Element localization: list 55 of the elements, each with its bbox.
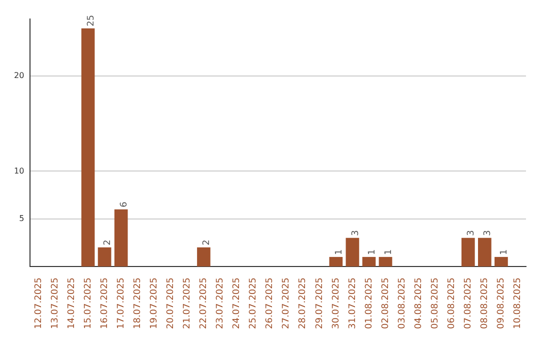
data-label: 3 bbox=[483, 230, 494, 236]
x-tick-label: 12.07.2025 bbox=[34, 277, 44, 329]
x-tick-label: 28.07.2025 bbox=[298, 277, 308, 329]
data-label: 6 bbox=[119, 201, 130, 208]
bar bbox=[346, 238, 360, 266]
data-label: 1 bbox=[500, 249, 510, 255]
bar bbox=[494, 256, 508, 266]
bar bbox=[114, 209, 128, 266]
x-tick-label: 10.08.2025 bbox=[513, 277, 524, 329]
x-tick-label: 01.08.2025 bbox=[364, 277, 374, 329]
x-tick-label: 24.07.2025 bbox=[232, 277, 242, 329]
y-tick-label: 20 bbox=[14, 71, 24, 80]
x-tick-label: 16.07.2025 bbox=[100, 277, 110, 329]
x-tick-label: 30.07.2025 bbox=[331, 277, 342, 329]
data-label: 2 bbox=[102, 240, 113, 246]
x-tick-label: 05.08.2025 bbox=[430, 277, 440, 329]
y-tick-label: 10 bbox=[14, 166, 24, 176]
x-tick-label: 21.07.2025 bbox=[182, 277, 193, 329]
bar bbox=[98, 247, 112, 266]
bar bbox=[478, 238, 492, 266]
data-label: 3 bbox=[466, 230, 476, 236]
bar bbox=[461, 238, 475, 266]
x-tick-label: 22.07.2025 bbox=[199, 277, 210, 329]
x-tick-label: 08.08.2025 bbox=[480, 277, 490, 329]
x-tick-label: 27.07.2025 bbox=[282, 277, 292, 329]
x-tick-label: 09.08.2025 bbox=[496, 277, 507, 329]
x-tick-label: 04.08.2025 bbox=[414, 277, 424, 329]
x-tick-label: 20.07.2025 bbox=[166, 277, 176, 329]
x-tick-label: 15.07.2025 bbox=[83, 277, 94, 329]
x-tick-label: 03.08.2025 bbox=[397, 277, 408, 329]
x-tick-label: 26.07.2025 bbox=[265, 277, 276, 329]
x-tick-label: 02.08.2025 bbox=[380, 277, 391, 329]
data-label: 3 bbox=[350, 230, 361, 236]
data-label: 2 bbox=[202, 240, 212, 246]
data-label: 1 bbox=[384, 249, 394, 255]
x-tick-label: 23.07.2025 bbox=[216, 277, 226, 329]
x-tick-label: 14.07.2025 bbox=[66, 277, 77, 329]
x-tick-label: 25.07.2025 bbox=[248, 277, 259, 329]
x-tick-label: 06.08.2025 bbox=[446, 277, 457, 329]
data-label: 1 bbox=[367, 249, 378, 255]
data-label: 25 bbox=[86, 14, 96, 26]
x-tick-label: 31.07.2025 bbox=[348, 277, 358, 329]
bar bbox=[378, 256, 392, 266]
x-tick-label: 13.07.2025 bbox=[50, 277, 60, 329]
bar bbox=[197, 247, 210, 266]
x-tick-label: 29.07.2025 bbox=[314, 277, 325, 329]
y-tick-label: 5 bbox=[19, 214, 24, 223]
bar bbox=[362, 256, 376, 266]
data-label: 1 bbox=[334, 249, 344, 255]
x-tick-label: 17.07.2025 bbox=[116, 277, 126, 329]
bar bbox=[81, 28, 95, 266]
x-tick-label: 18.07.2025 bbox=[132, 277, 143, 329]
bar bbox=[329, 256, 343, 266]
x-tick-label: 19.07.2025 bbox=[149, 277, 160, 329]
x-tick-label: 07.08.2025 bbox=[464, 277, 474, 329]
